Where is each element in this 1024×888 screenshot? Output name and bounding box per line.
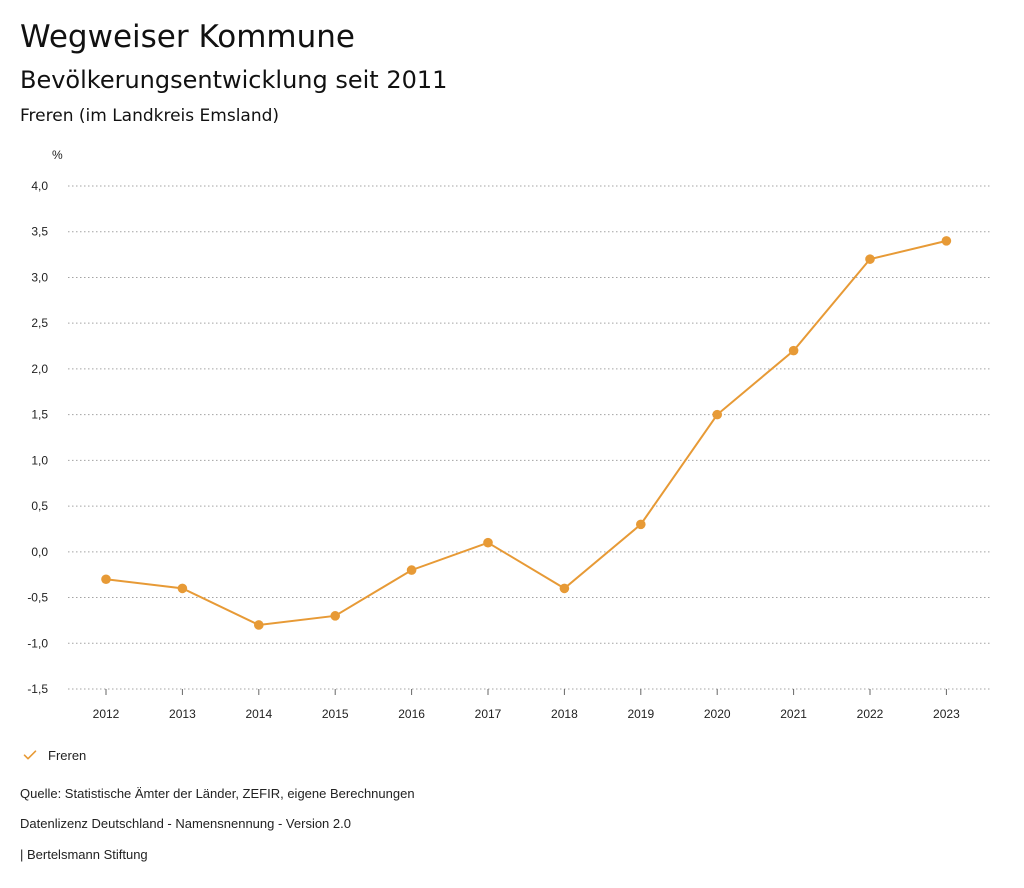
series-line-freren xyxy=(105,239,947,627)
chart-subtitle: Bevölkerungsentwicklung seit 2011 xyxy=(20,66,448,94)
legend-label: Freren xyxy=(48,747,87,763)
legend-item-freren[interactable]: Freren xyxy=(22,744,86,766)
data-point[interactable] xyxy=(941,236,952,246)
data-point[interactable] xyxy=(330,611,341,621)
y-tick-label: -1,5 xyxy=(27,682,48,696)
x-tick-label: 2017 xyxy=(475,707,502,721)
series-layer xyxy=(101,236,952,630)
x-tick-label: 2013 xyxy=(169,707,196,721)
y-tick-label: 1,5 xyxy=(31,408,48,422)
data-point[interactable] xyxy=(788,345,799,356)
x-tick-label: 2019 xyxy=(627,707,654,721)
publisher-note: | Bertelsmann Stiftung xyxy=(20,847,148,862)
license-note: Datenlizenz Deutschland - Namensnennung … xyxy=(20,816,351,831)
x-tick-label: 2012 xyxy=(93,707,120,721)
y-tick-label: 3,0 xyxy=(31,270,48,284)
data-point[interactable] xyxy=(177,583,188,594)
y-tick-label: 3,5 xyxy=(31,225,48,239)
x-tick-label: 2014 xyxy=(245,707,272,721)
y-tick-label: -0,5 xyxy=(27,591,48,605)
region-title: Freren (im Landkreis Emsland) xyxy=(20,106,280,126)
check-icon xyxy=(23,750,37,760)
y-tick-label: 2,5 xyxy=(31,316,48,330)
x-tick-label: 2022 xyxy=(857,707,884,721)
x-tick-label: 2021 xyxy=(780,707,807,721)
y-tick-label: 0,5 xyxy=(31,499,48,513)
data-point[interactable] xyxy=(483,537,493,548)
page-title: Wegweiser Kommune xyxy=(20,19,355,55)
chart-axes: % 4,0 3,5 3,0 2,5 2,0 1,5 1,0 0,5 0,0 -0,5 -1,0 -1,5… xyxy=(27,148,960,721)
data-point[interactable] xyxy=(559,583,570,594)
data-point[interactable] xyxy=(101,574,111,585)
y-tick-label: 4,0 xyxy=(31,179,48,193)
source-note: Quelle: Statistische Ämter der Länder, Z… xyxy=(20,786,415,801)
data-point[interactable] xyxy=(712,409,722,420)
y-tick-label: 1,0 xyxy=(31,453,48,467)
x-tick-label: 2023 xyxy=(933,707,960,721)
y-tick-label: -1,0 xyxy=(27,636,48,650)
x-tick-label: 2016 xyxy=(398,707,425,721)
x-tick-label: 2015 xyxy=(322,707,349,721)
y-axis-unit-label: % xyxy=(52,148,63,162)
data-point[interactable] xyxy=(406,565,417,575)
x-tick-label: 2018 xyxy=(551,707,578,721)
x-tick-label: 2020 xyxy=(704,707,731,721)
y-tick-label: 0,0 xyxy=(31,545,48,559)
data-point[interactable] xyxy=(636,519,646,530)
y-tick-label: 2,0 xyxy=(31,362,48,376)
data-point[interactable] xyxy=(253,620,264,630)
grid-lines xyxy=(68,185,990,690)
data-point[interactable] xyxy=(865,254,875,264)
